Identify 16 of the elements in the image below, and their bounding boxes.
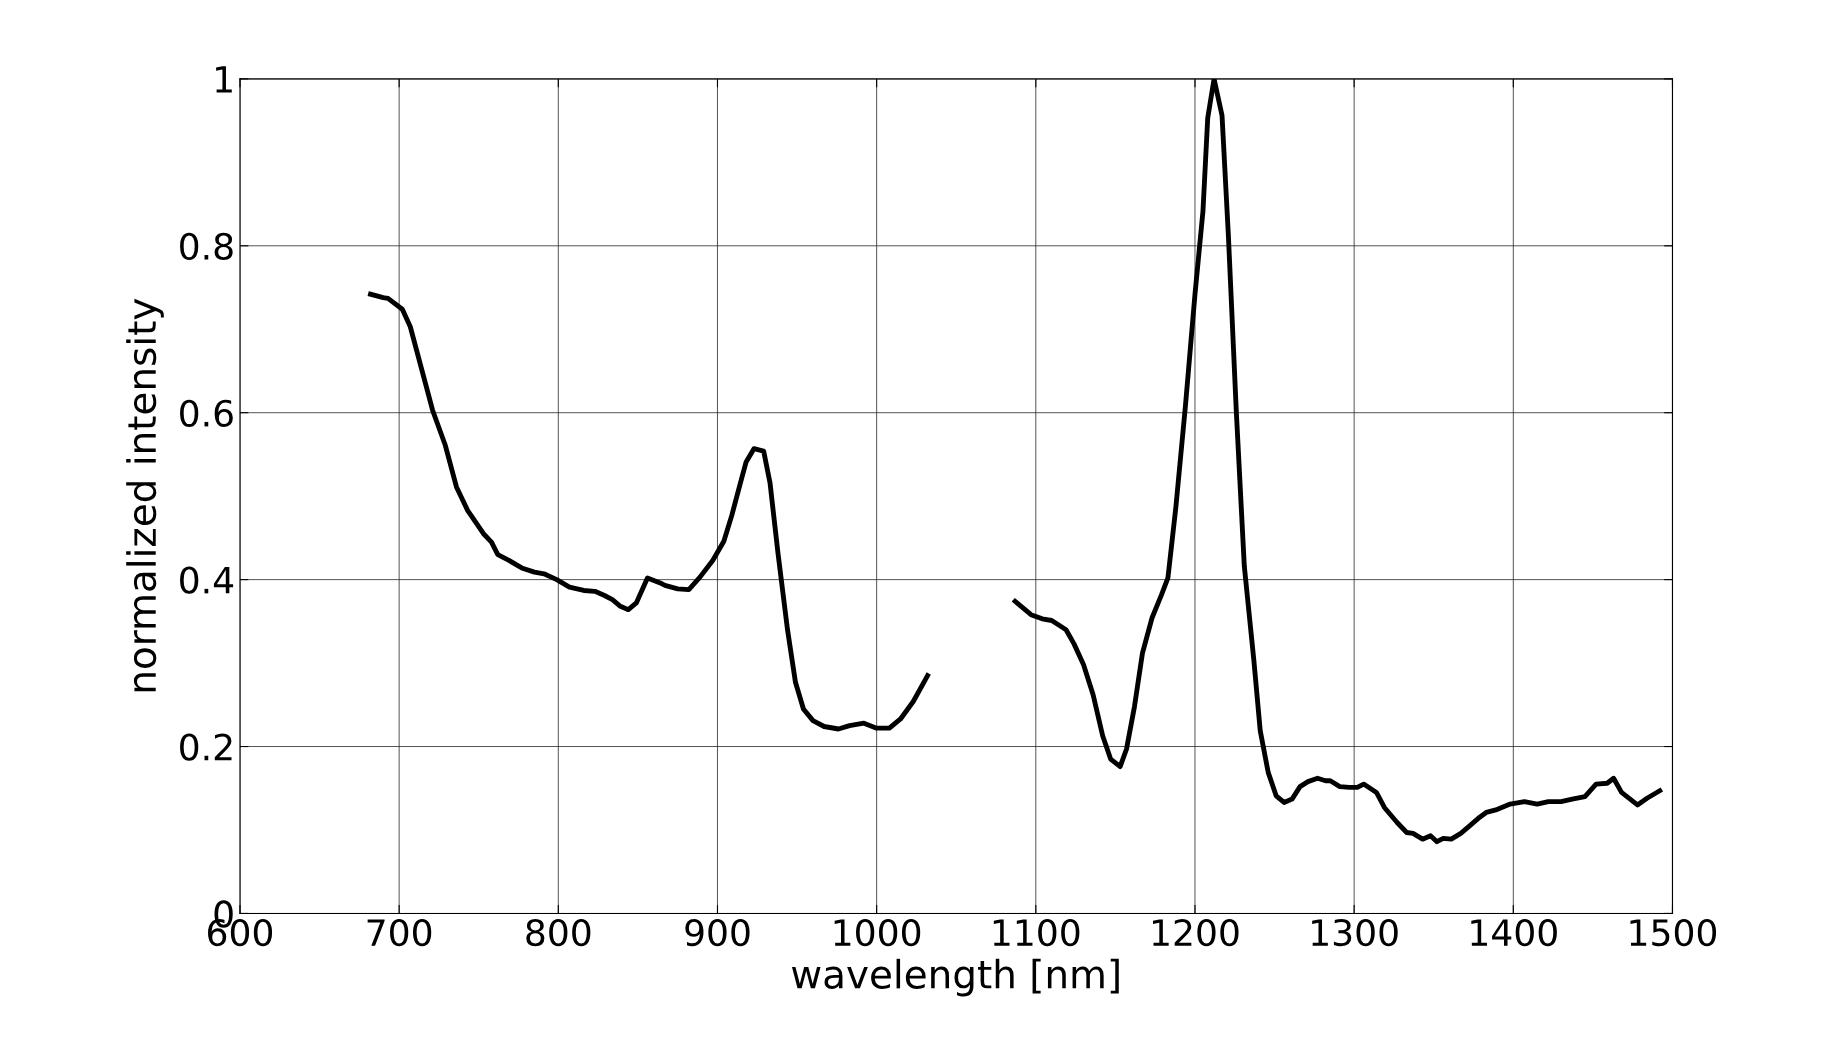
y-tick-label: 1 [216,66,232,93]
x-tick-label: 1500 [1630,918,1717,947]
x-tick-label: 800 [526,918,591,947]
y-tick-label: 0.2 [180,733,232,761]
y-axis-title: normalized intensity [126,298,164,692]
y-tick-label: 0.8 [180,232,233,261]
x-tick-label: 1100 [993,918,1080,947]
x-tick-label: 1400 [1471,918,1557,947]
y-tick-label: 0.4 [180,566,234,594]
x-tick-label: 1300 [1312,918,1398,947]
x-axis-title: wavelength [nm] [791,958,1119,997]
x-tick-label: 900 [685,918,750,947]
y-tick-label: 0.6 [180,399,233,427]
x-tick-label: 700 [367,918,432,947]
x-tick-label: 1200 [1152,918,1239,947]
x-tick-label: 1000 [834,918,921,947]
